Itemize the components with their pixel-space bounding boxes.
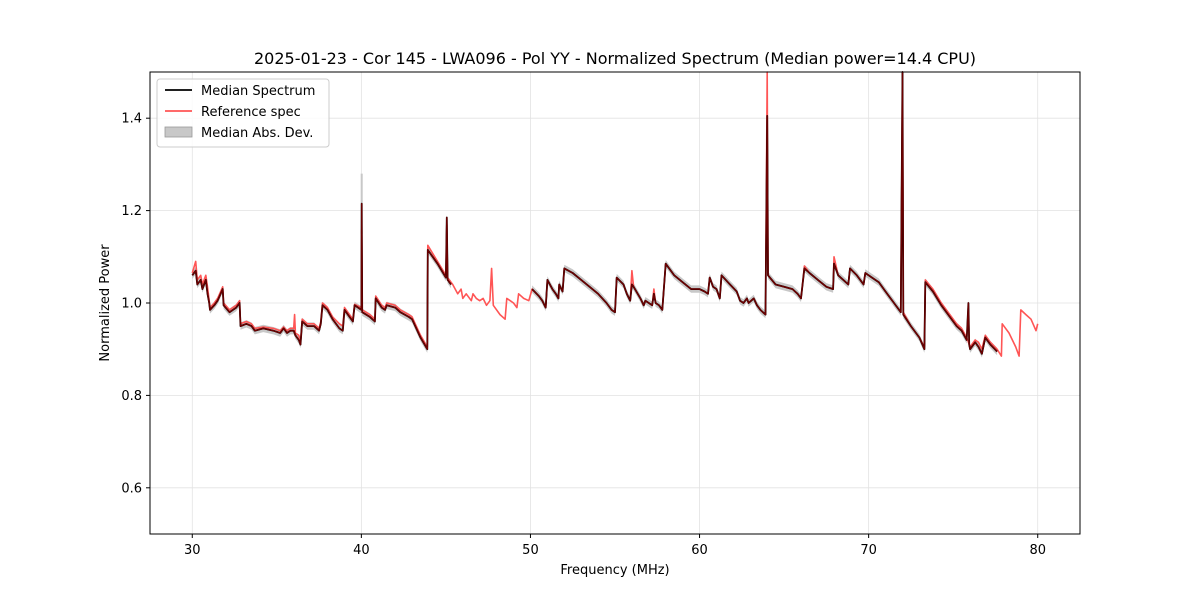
axis-ticks: 30 40 50 60 70 80 0.6 0.8 1.0 1.2 1.4 <box>121 112 1046 558</box>
x-axis-title: Frequency (MHz) <box>560 563 669 578</box>
x-tick-label: 80 <box>1029 543 1046 558</box>
overlap-line <box>191 202 452 350</box>
y-tick-label: 0.8 <box>121 389 142 404</box>
legend-swatch-median-abs-dev <box>164 126 193 138</box>
legend-label-median-abs-dev: Median Abs. Dev. <box>201 126 313 141</box>
x-tick-label: 40 <box>353 543 370 558</box>
x-tick-label: 30 <box>184 543 201 558</box>
x-tick-label: 50 <box>522 543 539 558</box>
y-tick-label: 1.4 <box>121 112 142 127</box>
x-tick-label: 70 <box>860 543 877 558</box>
x-tick-label: 60 <box>691 543 708 558</box>
overlap-line <box>531 71 998 355</box>
data-layer <box>191 71 1039 358</box>
legend-label-median-spectrum: Median Spectrum <box>201 84 315 99</box>
legend: Median Spectrum Reference spec Median Ab… <box>156 78 330 148</box>
chart-title: 2025-01-23 - Cor 145 - LWA096 - Pol YY -… <box>254 49 976 68</box>
y-tick-label: 0.6 <box>121 481 142 496</box>
y-axis-title: Normalized Power <box>98 244 113 362</box>
y-tick-label: 1.2 <box>121 204 142 219</box>
legend-box <box>156 78 330 148</box>
legend-label-reference-spec: Reference spec <box>201 105 301 120</box>
y-tick-label: 1.0 <box>121 297 142 312</box>
